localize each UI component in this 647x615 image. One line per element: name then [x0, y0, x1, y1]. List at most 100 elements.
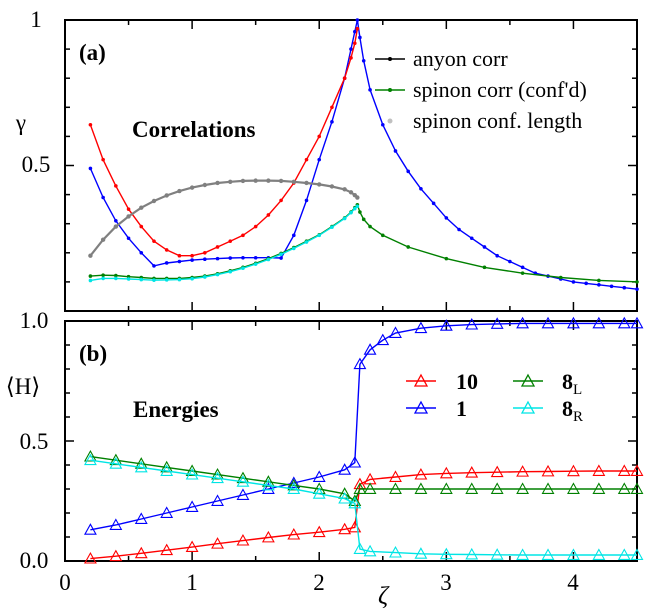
data-point: [215, 180, 220, 186]
data-point: [592, 316, 606, 329]
series-line: [90, 470, 637, 560]
data-point: [617, 464, 631, 476]
data-point: [541, 316, 555, 329]
data-point: [368, 224, 372, 229]
data-point: [482, 265, 487, 270]
data-point: [495, 253, 499, 258]
data-point: [317, 233, 322, 238]
data-point: [361, 217, 366, 222]
data-point: [389, 545, 402, 558]
data-point: [139, 277, 144, 282]
data-point: [380, 122, 385, 127]
data-point: [571, 280, 576, 284]
data-point: [355, 195, 360, 200]
data-point: [109, 518, 123, 530]
series-0-3: [88, 204, 360, 283]
data-point: [304, 180, 309, 186]
data-point: [482, 245, 487, 249]
series-1-1: [83, 316, 644, 535]
data-point: [414, 482, 428, 494]
data-point: [317, 157, 322, 162]
series-0-4: [88, 178, 360, 258]
legend-b-8R-main: 8: [562, 396, 573, 421]
data-point: [516, 482, 530, 494]
data-point: [516, 465, 530, 477]
data-point: [312, 470, 326, 482]
data-point: [457, 227, 461, 232]
data-point: [312, 525, 326, 538]
data-point: [160, 506, 174, 518]
data-point: [541, 548, 555, 560]
data-point: [266, 257, 271, 262]
data-point: [516, 548, 530, 560]
data-point: [414, 467, 428, 480]
data-point: [444, 256, 449, 261]
xtick-label-2: 2: [313, 570, 325, 595]
data-point: [465, 466, 479, 478]
data-point: [304, 157, 309, 162]
data-point: [253, 178, 258, 183]
legend-b-10-marker: [413, 373, 429, 387]
data-point: [83, 453, 97, 466]
data-point: [361, 58, 366, 63]
data-point: [134, 457, 148, 469]
data-point: [109, 457, 123, 469]
data-point: [139, 224, 144, 229]
legend-a: anyon corr spinon corr (conf'd) spinon c…: [375, 46, 587, 133]
data-point: [338, 522, 352, 535]
data-point: [287, 476, 301, 488]
legend-a-anyon-text: anyon corr: [413, 46, 508, 71]
panel-a-label: (a): [79, 40, 106, 65]
data-point: [342, 216, 347, 221]
data-point: [376, 333, 390, 346]
data-point: [630, 316, 644, 329]
series-line: [90, 205, 358, 282]
data-point: [164, 248, 169, 252]
data-point: [287, 527, 301, 540]
data-point: [592, 548, 606, 560]
data-point: [490, 482, 504, 494]
data-point: [291, 179, 296, 184]
data-point: [228, 269, 233, 274]
data-point: [567, 482, 580, 494]
data-point: [353, 357, 367, 370]
data-point: [211, 467, 224, 480]
data-point: [358, 210, 362, 214]
data-point: [330, 120, 334, 124]
b-ytick-label-1.0: 1.0: [20, 308, 49, 333]
data-point: [261, 482, 275, 494]
data-point: [292, 246, 296, 251]
data-point: [635, 287, 639, 291]
series-1-3: [83, 453, 644, 560]
data-point: [114, 184, 118, 188]
data-point: [349, 210, 353, 215]
data-point: [414, 547, 428, 559]
data-point: [160, 464, 174, 476]
data-point: [101, 195, 105, 200]
data-point: [177, 259, 182, 264]
series-0-1: [88, 26, 360, 258]
legend-a-anyon-marker: [388, 57, 392, 61]
x-axis-label: ζ: [378, 583, 390, 610]
xtick-label-1: 1: [186, 570, 198, 595]
data-point: [236, 488, 250, 500]
data-point: [353, 482, 367, 494]
series-line: [90, 203, 638, 283]
data-point: [358, 35, 362, 40]
data-point: [330, 105, 334, 110]
data-point: [88, 253, 93, 258]
data-point: [160, 543, 174, 556]
panel-b-label: (b): [79, 341, 107, 366]
data-point: [88, 278, 93, 283]
data-point: [185, 464, 199, 476]
data-point: [355, 18, 360, 22]
series-line: [89, 28, 359, 257]
data-point: [630, 464, 644, 476]
data-point: [261, 475, 275, 487]
data-point: [431, 201, 436, 206]
data-point: [393, 149, 398, 153]
data-point: [190, 253, 194, 258]
data-point: [177, 188, 182, 194]
data-point: [241, 255, 245, 260]
